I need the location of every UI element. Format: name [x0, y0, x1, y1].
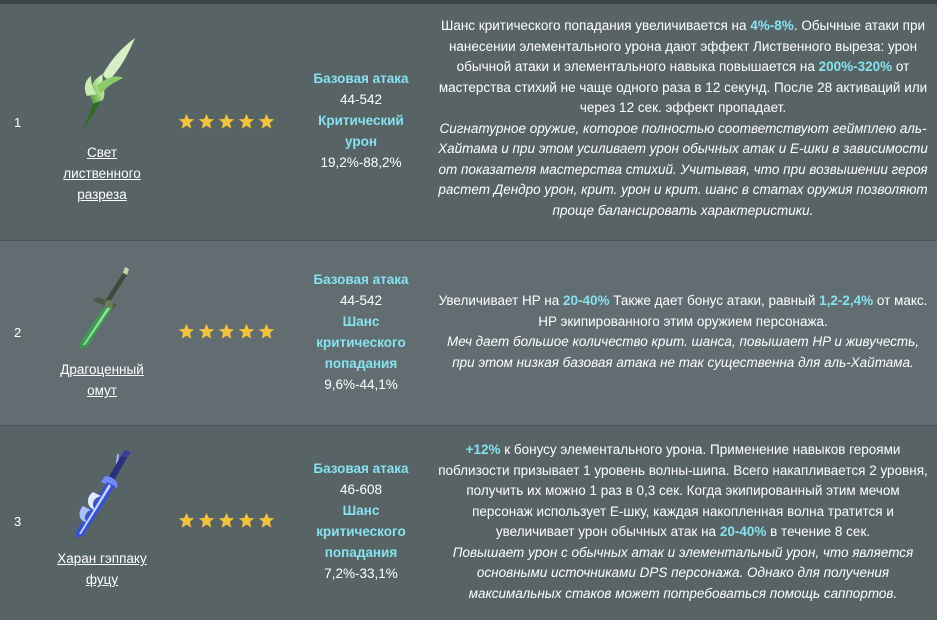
table-row: 3 Харан гэппаку фуцу Базовая атака 4 — [0, 426, 937, 620]
desc-text: в течение 8 сек. — [766, 524, 871, 539]
star-icon — [218, 113, 235, 129]
rank-number: 3 — [14, 514, 22, 529]
star-icon — [258, 512, 275, 528]
weapon-name-link[interactable]: Драгоценный омут — [60, 362, 144, 398]
desc-text: к бонусу элементального урона. Применени… — [438, 442, 928, 539]
star-icon — [258, 323, 275, 339]
rarity-stars — [178, 512, 275, 529]
weapon-cell: Харан гэппаку фуцу — [44, 448, 160, 590]
stat-label: Шанс критического попадания — [316, 314, 406, 371]
stat-value: 9,6%-44,1% — [324, 377, 398, 392]
table-top-border — [0, 0, 937, 4]
stat-value: 7,2%-33,1% — [324, 566, 398, 581]
green-sword-icon — [83, 38, 135, 130]
weapon-name-link[interactable]: Свет лиственного разреза — [63, 145, 141, 202]
rank-number: 2 — [14, 325, 22, 340]
desc-highlight: 20-40% — [719, 524, 767, 539]
weapon-stats: Базовая атака 44-542 Шанс критического п… — [294, 269, 428, 395]
desc-note: Повышает урон с обычных атак и элементал… — [452, 544, 914, 601]
star-icon — [198, 113, 215, 129]
desc-text: Увеличивает HP на — [438, 293, 563, 308]
row-divider — [0, 240, 937, 241]
stat-label: Шанс критического попадания — [316, 503, 406, 560]
stat-label: Базовая атака — [313, 272, 409, 287]
weapon-stats: Базовая атака 44-542 Критический урон 19… — [294, 68, 428, 173]
weapon-description: +12% к бонусу элементального урона. Прим… — [436, 440, 930, 604]
stat-value: 19,2%-88,2% — [320, 155, 402, 170]
desc-highlight: 20-40% — [562, 293, 610, 308]
desc-text: от макс. HP экипированного этим оружием … — [538, 293, 928, 329]
desc-highlight: 200%-320% — [818, 59, 893, 74]
row-divider — [0, 425, 937, 426]
rarity-stars — [178, 113, 275, 130]
star-icon — [178, 512, 195, 528]
desc-text: . Обычные атаки при нанесении элементаль… — [448, 18, 926, 74]
star-icon — [198, 323, 215, 339]
desc-text: Также дает бонус атаки, равный — [609, 293, 820, 308]
stat-value: 44-542 — [339, 92, 383, 107]
desc-text: Шанс критического попадания увеличиваетс… — [440, 18, 751, 33]
star-icon — [218, 323, 235, 339]
weapon-description: Увеличивает HP на 20-40% Также дает бону… — [436, 291, 930, 373]
star-icon — [238, 512, 255, 528]
star-icon — [238, 323, 255, 339]
desc-note: Меч дает большое количество крит. шанса,… — [446, 334, 920, 370]
stat-value: 46-608 — [339, 482, 383, 497]
rarity-stars — [178, 323, 275, 340]
desc-highlight: +12% — [465, 442, 501, 457]
table-row: 2 Драгоценный омут Базовая атака 44-542 … — [0, 241, 937, 425]
weapon-cell: Драгоценный омут — [44, 263, 160, 401]
weapon-stats: Базовая атака 46-608 Шанс критического п… — [294, 458, 428, 584]
weapon-description: Шанс критического попадания увеличиваетс… — [436, 16, 930, 221]
star-icon — [178, 323, 195, 339]
desc-text: от мастерства стихий не чаще одного раза… — [438, 59, 928, 115]
stat-value: 44-542 — [339, 293, 383, 308]
stat-label: Критический урон — [318, 113, 404, 149]
star-icon — [218, 512, 235, 528]
rank-number: 1 — [14, 115, 22, 130]
table-row: 1 Свет лиственного разреза — [0, 4, 937, 240]
desc-highlight: 4%-8% — [750, 18, 794, 33]
star-icon — [258, 113, 275, 129]
weapon-cell: Свет лиственного разреза — [44, 34, 160, 205]
jade-sword-icon — [79, 267, 129, 349]
weapon-name-link[interactable]: Харан гэппаку фуцу — [57, 551, 147, 587]
desc-note: Сигнатурное оружие, которое полностью со… — [438, 120, 928, 218]
blue-sword-icon — [75, 450, 131, 538]
stat-label: Базовая атака — [313, 461, 409, 476]
star-icon — [178, 113, 195, 129]
star-icon — [238, 113, 255, 129]
stat-label: Базовая атака — [313, 71, 409, 86]
star-icon — [198, 512, 215, 528]
desc-highlight: 1,2-2,4% — [819, 293, 874, 308]
